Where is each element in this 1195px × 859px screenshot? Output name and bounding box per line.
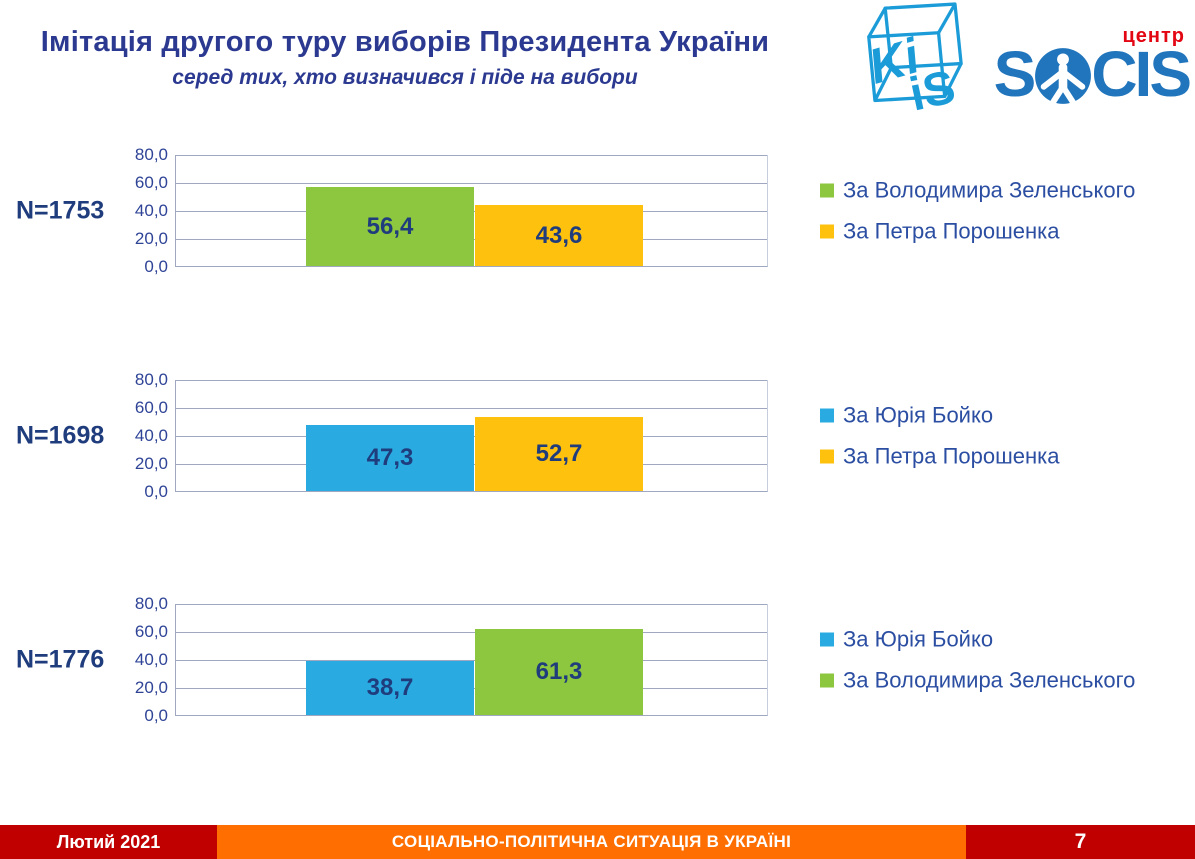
socis-person-circle-icon bbox=[1035, 48, 1092, 105]
bar-2: 52,7 bbox=[475, 417, 643, 491]
legend-label: За Петра Порошенка bbox=[843, 443, 1060, 469]
y-axis-tick: 40,0 bbox=[134, 426, 168, 445]
page-subtitle: серед тих, хто визначився і піде на вибо… bbox=[172, 66, 638, 89]
bar-value-label: 38,7 bbox=[366, 673, 414, 701]
socis-letter-s: S bbox=[993, 38, 1037, 110]
bar-value-label: 52,7 bbox=[535, 440, 583, 468]
legend-swatch-icon bbox=[820, 449, 834, 464]
kiis-right-letters: iS bbox=[905, 60, 960, 120]
y-axis-tick: 60,0 bbox=[134, 622, 168, 641]
y-axis-tick: 60,0 bbox=[134, 173, 168, 192]
bar-value-label: 47,3 bbox=[366, 443, 414, 471]
legend-swatch-icon bbox=[820, 632, 834, 647]
legend-label: За Юрія Бойко bbox=[843, 402, 994, 428]
bar-1: 38,7 bbox=[306, 660, 474, 715]
legend-item: За Володимира Зеленського bbox=[820, 178, 1135, 204]
footer-title: СОЦІАЛЬНО-ПОЛІТИЧНА СИТУАЦІЯ В УКРАЇНІ bbox=[217, 825, 966, 859]
chart-row: N=1753 80,0 60,0 40,0 20,0 0,0 56,4 43,6 За Воло… bbox=[0, 145, 1195, 276]
y-axis-tick: 80,0 bbox=[134, 594, 168, 613]
sample-size-label: N=1698 bbox=[16, 421, 105, 450]
legend-item: За Петра Порошенка bbox=[820, 444, 1060, 470]
legend: За Юрія Бойко За Володимира Зеленського bbox=[820, 627, 1135, 694]
y-axis-tick: 40,0 bbox=[134, 201, 168, 220]
legend-swatch-icon bbox=[820, 183, 834, 198]
bar-1: 47,3 bbox=[306, 424, 474, 491]
plot-area: 56,4 43,6 bbox=[175, 155, 768, 267]
chart-row: N=1698 80,0 60,0 40,0 20,0 0,0 47,3 52,7 За Юрія… bbox=[0, 370, 1195, 501]
legend-swatch-icon bbox=[820, 224, 834, 239]
legend-item: За Юрія Бойко bbox=[820, 627, 1135, 653]
logos: Ki iS S CIS центр bbox=[842, 2, 1192, 120]
y-axis-tick: 60,0 bbox=[134, 398, 168, 417]
legend-swatch-icon bbox=[820, 673, 834, 688]
legend-label: За Володимира Зеленського bbox=[843, 667, 1136, 693]
legend: За Юрія Бойко За Петра Порошенка bbox=[820, 403, 1060, 470]
bar-2: 61,3 bbox=[475, 629, 643, 715]
legend-swatch-icon bbox=[820, 408, 834, 423]
y-axis-tick: 40,0 bbox=[134, 650, 168, 669]
y-axis-tick: 80,0 bbox=[134, 145, 168, 164]
sample-size-label: N=1753 bbox=[16, 196, 105, 225]
bar-2: 43,6 bbox=[475, 205, 643, 266]
footer: Лютий 2021 СОЦІАЛЬНО-ПОЛІТИЧНА СИТУАЦІЯ … bbox=[0, 825, 1195, 859]
y-axis-tick: 0,0 bbox=[144, 257, 168, 276]
page-title: Імітація другого туру виборів Президента… bbox=[40, 26, 770, 58]
footer-date: Лютий 2021 bbox=[0, 825, 217, 859]
sample-size-label: N=1776 bbox=[16, 645, 105, 674]
legend-label: За Юрія Бойко bbox=[843, 626, 994, 652]
chart-row: N=1776 80,0 60,0 40,0 20,0 0,0 38,7 61,3 За Юрія… bbox=[0, 594, 1195, 725]
bar-value-label: 43,6 bbox=[535, 221, 583, 249]
socis-letters-cis: CIS bbox=[1091, 38, 1192, 110]
y-axis-tick: 20,0 bbox=[134, 678, 168, 697]
socis-center-label: центр bbox=[1122, 25, 1185, 47]
plot-area: 47,3 52,7 bbox=[175, 380, 768, 492]
y-axis-tick: 0,0 bbox=[144, 482, 168, 501]
legend-item: За Володимира Зеленського bbox=[820, 668, 1135, 694]
y-axis-tick: 20,0 bbox=[134, 229, 168, 248]
legend: За Володимира Зеленського За Петра Пороше… bbox=[820, 178, 1135, 245]
legend-label: За Володимира Зеленського bbox=[843, 177, 1136, 203]
legend-label: За Петра Порошенка bbox=[843, 218, 1060, 244]
footer-page-number: 7 bbox=[966, 825, 1195, 859]
bar-value-label: 56,4 bbox=[366, 212, 414, 240]
legend-item: За Петра Порошенка bbox=[820, 219, 1135, 245]
plot-area: 38,7 61,3 bbox=[175, 604, 768, 716]
y-axis-tick: 20,0 bbox=[134, 454, 168, 473]
bar-1: 56,4 bbox=[306, 187, 474, 266]
y-axis-tick: 0,0 bbox=[144, 706, 168, 725]
legend-item: За Юрія Бойко bbox=[820, 403, 1060, 429]
socis-logo: S CIS центр bbox=[993, 16, 1192, 110]
header: Імітація другого туру виборів Президента… bbox=[0, 26, 810, 90]
y-axis-tick: 80,0 bbox=[134, 370, 168, 389]
bar-value-label: 61,3 bbox=[535, 658, 583, 686]
kiis-logo-icon: Ki iS bbox=[862, 2, 963, 120]
